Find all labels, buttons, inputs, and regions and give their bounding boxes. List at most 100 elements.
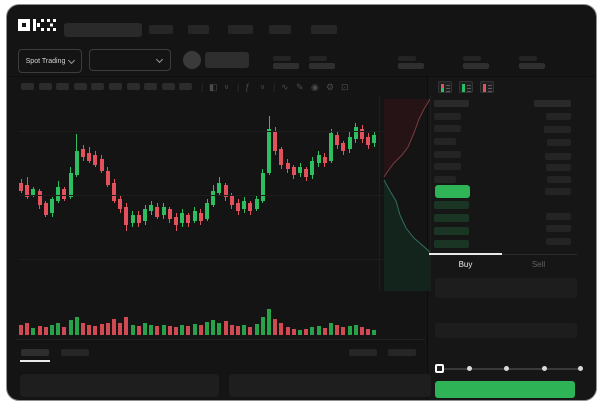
order-book-combined-icon[interactable] xyxy=(438,81,452,93)
amount-slider[interactable] xyxy=(437,368,581,370)
candle-body xyxy=(130,215,135,223)
timeframe-button[interactable] xyxy=(126,83,140,90)
order-book-bid-row[interactable] xyxy=(434,214,469,222)
volume-bar xyxy=(186,326,191,335)
order-book-row[interactable] xyxy=(546,238,571,245)
order-book-row[interactable] xyxy=(546,213,571,220)
pair-select-dropdown[interactable] xyxy=(89,49,171,71)
nav-item-placeholder[interactable] xyxy=(228,25,253,34)
candle-body xyxy=(273,131,278,151)
order-book-row[interactable] xyxy=(546,113,571,120)
indicators-icon[interactable]: ƒ xyxy=(245,82,251,92)
timeframe-button[interactable] xyxy=(144,83,158,90)
tab-buy[interactable]: Buy xyxy=(458,260,473,269)
screenshot-icon[interactable]: ◉ xyxy=(311,82,319,92)
ticker-stat-value xyxy=(398,63,424,69)
order-book-row[interactable] xyxy=(547,139,571,146)
chevron-down-icon[interactable]: ∨ xyxy=(224,84,230,91)
order-book-asks-icon[interactable] xyxy=(480,81,494,93)
order-book-row[interactable] xyxy=(434,163,461,170)
right-panel-background xyxy=(428,75,596,400)
volume-bar xyxy=(322,328,327,335)
draw-icon[interactable]: ✎ xyxy=(296,82,304,92)
volume-bar xyxy=(112,319,116,335)
slider-stop-dot[interactable] xyxy=(542,366,547,371)
volume-bar xyxy=(273,319,278,335)
slider-stop-dot[interactable] xyxy=(467,366,472,371)
candle-body xyxy=(43,203,48,215)
order-book-row[interactable] xyxy=(547,176,571,183)
ticker-stat-label xyxy=(398,56,416,61)
chevron-down-icon xyxy=(155,55,164,63)
timeframe-button[interactable] xyxy=(38,83,52,90)
volume-bar xyxy=(161,325,166,335)
bottom-tab[interactable] xyxy=(21,349,49,356)
amount-input[interactable] xyxy=(435,323,577,338)
settings-icon[interactable]: ⚙ xyxy=(326,82,335,92)
volume-bar xyxy=(19,325,23,335)
nav-item-placeholder[interactable] xyxy=(188,25,209,34)
volume-bar xyxy=(167,326,172,335)
order-book-row[interactable] xyxy=(545,188,571,195)
candle-body xyxy=(223,185,228,197)
nav-item-placeholder[interactable] xyxy=(269,25,291,34)
bottom-action-button[interactable] xyxy=(388,349,416,356)
order-book-bid-row[interactable] xyxy=(434,201,469,209)
order-book-row[interactable] xyxy=(434,125,461,132)
candle-body xyxy=(254,199,259,209)
bottom-action-button[interactable] xyxy=(349,349,377,356)
volume-bar xyxy=(335,325,340,335)
market-type-dropdown[interactable]: Spot Trading xyxy=(18,49,82,73)
last-price-bar[interactable] xyxy=(435,185,470,198)
order-book-row[interactable] xyxy=(434,151,461,158)
order-book-row[interactable] xyxy=(544,126,571,133)
order-book-row[interactable] xyxy=(546,164,571,171)
bottom-divider xyxy=(15,339,425,340)
search-input[interactable] xyxy=(64,23,142,37)
order-book-bid-row[interactable] xyxy=(434,240,469,248)
timeframe-button[interactable] xyxy=(21,83,34,90)
candle-body xyxy=(366,137,371,145)
timeframe-button[interactable] xyxy=(179,83,193,90)
volume-chart xyxy=(19,291,385,335)
volume-bar xyxy=(130,325,135,335)
volume-bar xyxy=(236,326,240,335)
candle-body xyxy=(217,183,222,193)
volume-bar xyxy=(223,321,228,335)
order-book-row[interactable] xyxy=(434,138,456,145)
submit-buy-button[interactable] xyxy=(435,381,575,398)
order-book-row[interactable] xyxy=(545,153,571,160)
order-book-bids-icon[interactable] xyxy=(459,81,473,93)
timeframe-button[interactable] xyxy=(56,83,70,90)
candlestick-chart[interactable] xyxy=(19,101,385,295)
timeframe-button[interactable] xyxy=(109,83,122,90)
candle-body xyxy=(62,189,67,199)
slider-stop-dot[interactable] xyxy=(578,366,583,371)
slider-handle[interactable] xyxy=(435,364,444,373)
nav-item-placeholder[interactable] xyxy=(149,25,173,34)
price-input[interactable] xyxy=(435,278,577,298)
candle-style-icon[interactable]: ◧ xyxy=(209,82,218,92)
candle-body xyxy=(372,135,377,143)
tab-sell[interactable]: Sell xyxy=(531,260,546,269)
volume-bar xyxy=(254,324,259,335)
bottom-tab[interactable] xyxy=(61,349,89,356)
timeframe-button[interactable] xyxy=(73,83,87,90)
fullscreen-icon[interactable]: ⊡ xyxy=(341,82,349,92)
nav-item-placeholder[interactable] xyxy=(311,25,337,34)
volume-bar xyxy=(93,326,98,335)
order-book-row[interactable] xyxy=(434,176,456,183)
order-book-row[interactable] xyxy=(546,225,571,232)
order-book-bid-row[interactable] xyxy=(434,227,469,235)
volume-bar xyxy=(291,329,296,335)
order-book-row[interactable] xyxy=(434,113,461,120)
icon-line xyxy=(488,84,492,86)
slider-stop-dot[interactable] xyxy=(504,366,509,371)
timeframe-button[interactable] xyxy=(161,83,175,90)
candle-body xyxy=(211,191,216,205)
timeframe-button[interactable] xyxy=(91,83,105,90)
line-tool-icon[interactable]: ∿ xyxy=(281,82,289,92)
chevron-down-icon[interactable]: ∨ xyxy=(260,84,266,91)
volume-bar xyxy=(118,323,123,335)
volume-bar xyxy=(353,325,358,335)
